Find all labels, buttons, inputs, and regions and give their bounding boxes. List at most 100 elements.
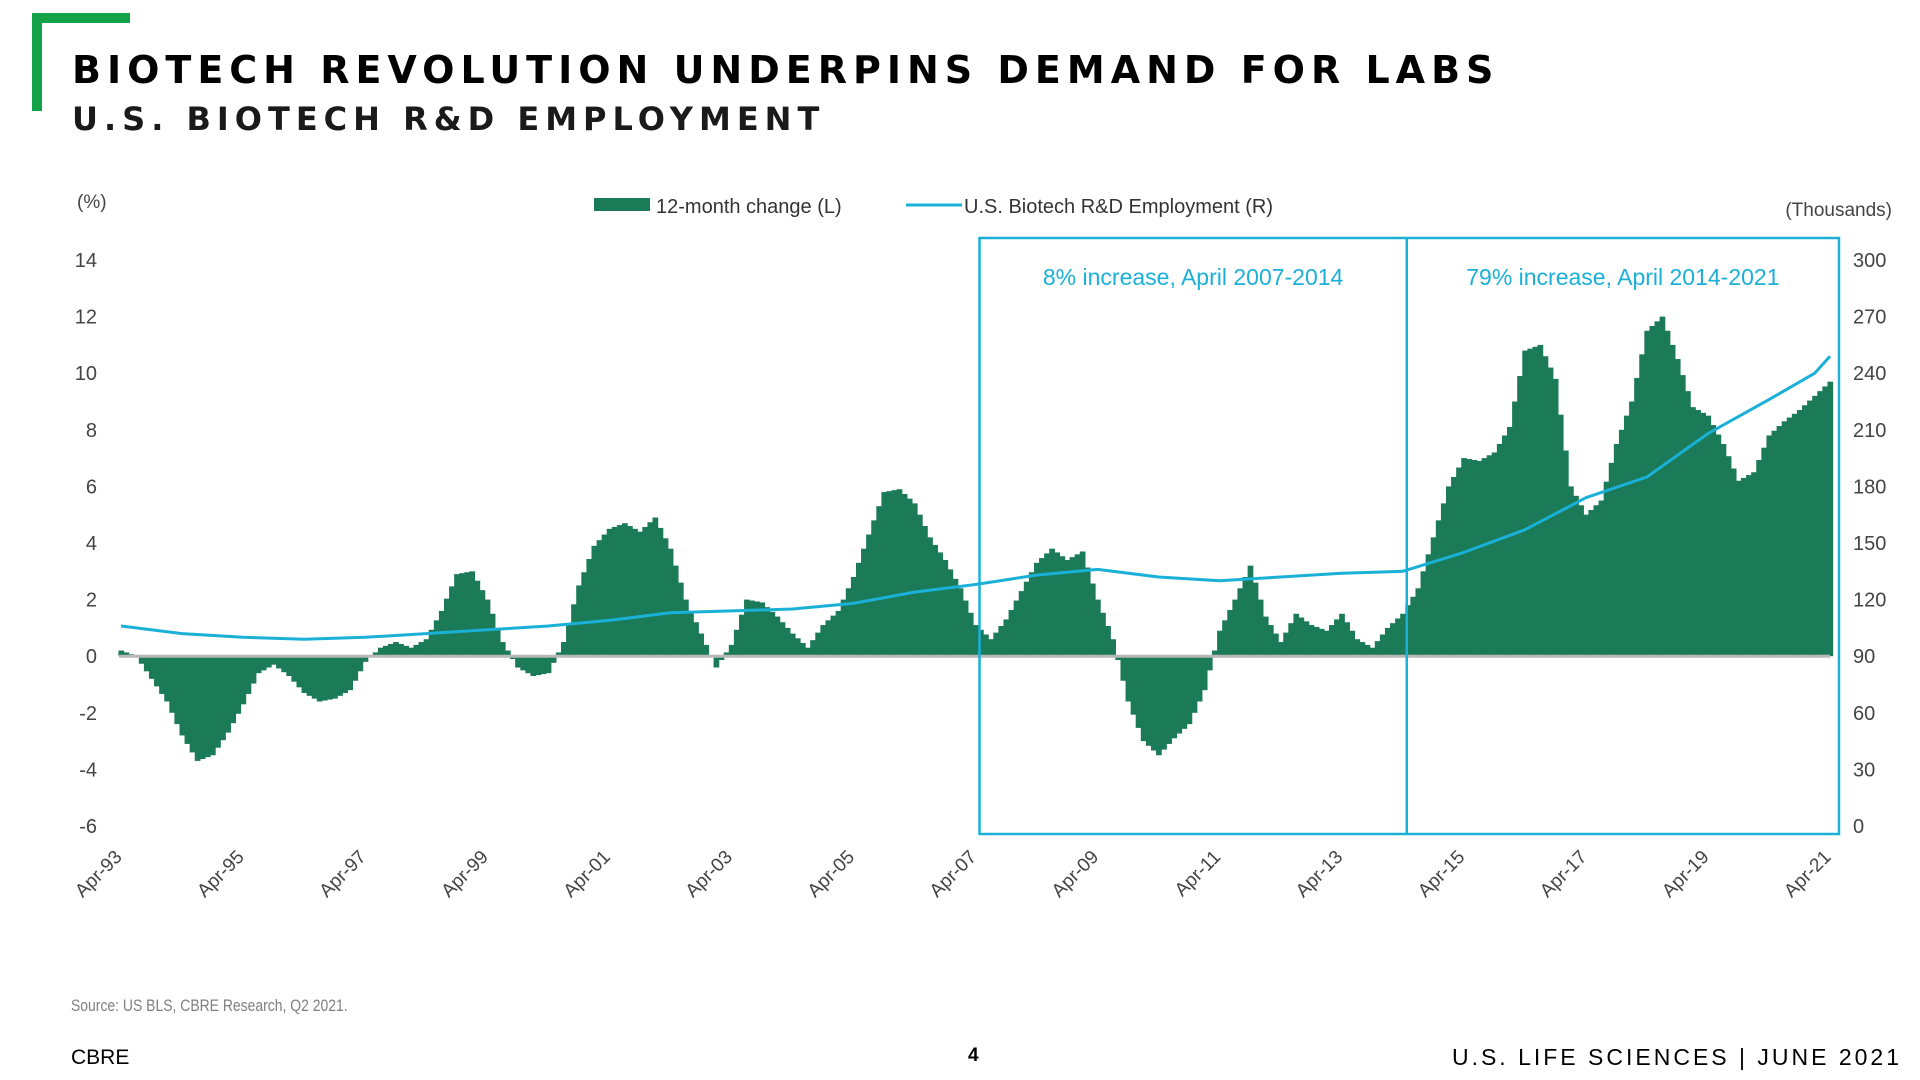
change-bar <box>1552 378 1559 657</box>
change-bar <box>881 492 888 657</box>
change-bar <box>1074 554 1081 657</box>
change-bar <box>403 645 409 657</box>
x-tick-label: Apr-09 <box>1048 847 1103 902</box>
change-bar <box>362 656 369 662</box>
change-bar <box>1115 656 1122 660</box>
change-bar <box>1369 647 1376 657</box>
change-bar <box>652 517 659 657</box>
change-bar <box>632 528 638 657</box>
change-bar <box>271 656 277 665</box>
left-axis: -6 -4 -2 0 2 4 6 8 10 12 14 <box>75 250 97 838</box>
change-bar <box>866 534 872 657</box>
change-bar <box>693 622 699 657</box>
change-bar <box>1674 359 1681 657</box>
change-bar <box>1379 634 1386 657</box>
change-bar <box>316 656 323 702</box>
change-bar <box>1583 514 1589 657</box>
change-bar <box>703 644 710 657</box>
change-bar <box>1283 632 1289 657</box>
left-tick-label: -6 <box>79 816 97 838</box>
change-bar <box>1761 447 1768 657</box>
change-bar <box>1303 621 1310 657</box>
change-bar <box>1659 316 1666 657</box>
change-bar <box>1639 354 1645 657</box>
change-bar <box>1512 401 1518 657</box>
change-bar <box>301 656 308 693</box>
change-bar <box>1334 619 1340 657</box>
change-bar <box>479 590 486 657</box>
change-bar <box>1089 583 1096 657</box>
right-tick-label: 300 <box>1853 250 1886 272</box>
change-bar <box>576 585 582 657</box>
change-bar <box>1079 551 1086 657</box>
change-bar <box>571 604 577 657</box>
change-bar <box>1140 656 1147 742</box>
x-tick-label: Apr-95 <box>193 847 248 902</box>
change-bar <box>464 572 471 657</box>
change-bar <box>408 647 415 657</box>
change-bar <box>759 602 766 657</box>
change-bar <box>647 522 654 657</box>
change-bar <box>850 576 857 657</box>
change-bar <box>1059 556 1066 657</box>
change-bar <box>474 580 481 657</box>
change-bar <box>1654 321 1661 657</box>
change-bar <box>1212 650 1218 657</box>
change-bar <box>1715 434 1722 657</box>
change-bar <box>983 634 989 657</box>
change-bar <box>306 656 313 696</box>
change-bar <box>1100 612 1106 657</box>
change-bar <box>871 520 877 657</box>
change-bar <box>1257 599 1264 657</box>
change-bar <box>683 599 689 657</box>
change-bar <box>1105 626 1111 657</box>
change-bar <box>657 527 664 657</box>
change-bar <box>1634 377 1640 657</box>
change-bar <box>286 656 292 677</box>
change-bar <box>1608 462 1615 657</box>
change-bar <box>1267 625 1274 657</box>
source-note: Source: US BLS, CBRE Research, Q2 2021. <box>71 996 348 1015</box>
change-bar <box>1201 656 1208 691</box>
change-bar <box>952 578 959 657</box>
change-bar <box>1771 430 1778 657</box>
change-bar <box>179 656 186 736</box>
x-tick-label: Apr-99 <box>438 847 493 902</box>
change-bar <box>1527 348 1534 657</box>
change-bar <box>1425 554 1432 657</box>
page-subtitle: U.S. BIOTECH R&D EMPLOYMENT <box>72 100 826 138</box>
change-bar <box>627 526 633 657</box>
change-bar <box>749 600 755 657</box>
change-bar <box>210 656 216 756</box>
change-bar <box>779 622 786 657</box>
left-tick-label: -4 <box>79 759 97 781</box>
change-bar <box>413 644 420 657</box>
change-bar <box>906 498 913 657</box>
change-bar <box>1725 456 1732 657</box>
change-bar <box>1323 630 1330 657</box>
change-bar <box>1695 409 1701 657</box>
legend: 12-month change (L) U.S. Biotech R&D Emp… <box>594 196 1273 218</box>
change-bar <box>942 559 949 657</box>
change-bar <box>489 613 496 657</box>
change-bar <box>978 629 984 657</box>
corner-accent <box>32 13 130 111</box>
change-bar <box>1557 414 1564 657</box>
change-bar <box>1603 481 1610 657</box>
left-tick-label: 10 <box>75 363 97 385</box>
change-bar <box>1018 591 1025 657</box>
change-bar <box>250 656 257 684</box>
change-bar <box>718 656 725 660</box>
change-bar <box>723 652 730 657</box>
change-bar <box>738 614 745 657</box>
change-bar <box>911 503 918 657</box>
change-bar <box>148 656 155 679</box>
change-bar <box>1095 599 1101 657</box>
annotation-label: 79% increase, April 2014-2021 <box>1466 264 1779 290</box>
change-bar <box>525 656 532 674</box>
change-bar <box>1262 616 1269 657</box>
change-bar <box>1191 656 1198 713</box>
change-bar <box>1252 582 1259 657</box>
right-tick-label: 150 <box>1853 533 1886 555</box>
change-bar <box>260 656 267 671</box>
